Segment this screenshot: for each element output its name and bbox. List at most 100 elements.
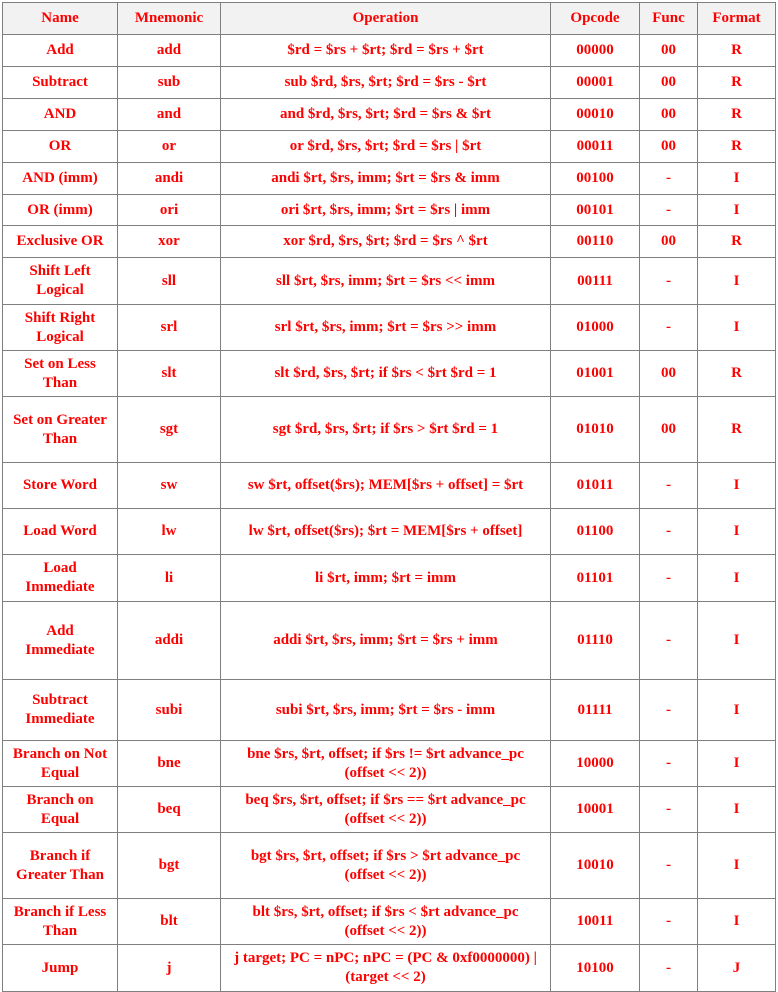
name-cell: Add xyxy=(2,34,118,67)
opcode-cell: 00011 xyxy=(550,130,640,163)
table-row: Shift Left Logical sll sll $rt, $rs, imm; … xyxy=(2,257,776,305)
name-cell: Jump xyxy=(2,944,118,992)
opcode-cell: 01000 xyxy=(550,304,640,351)
func-cell: - xyxy=(639,304,698,351)
header-func: Func xyxy=(639,2,698,35)
table-row: Jump j j target; PC = nPC; nPC = (PC & 0xf… xyxy=(2,944,776,992)
mnemonic-cell: xor xyxy=(117,225,221,258)
format-cell: R xyxy=(697,66,776,99)
table-row: AND (imm) andi andi $rt, $rs, imm; $rt = $… xyxy=(2,162,776,195)
func-cell: - xyxy=(639,194,698,226)
operation-cell: or $rd, $rs, $rt; $rd = $rs | $rt xyxy=(220,130,551,163)
table-row: OR (imm) ori ori $rt, $rs, imm; $rt = $rs … xyxy=(2,194,776,226)
func-cell: - xyxy=(639,679,698,741)
format-cell: I xyxy=(697,194,776,226)
table-row: Branch on Not Equal bne bne $rs, $rt, offs… xyxy=(2,740,776,787)
func-cell: 00 xyxy=(639,350,698,397)
name-cell: Subtract xyxy=(2,66,118,99)
mnemonic-cell: li xyxy=(117,554,221,602)
mnemonic-cell: addi xyxy=(117,601,221,680)
func-cell: 00 xyxy=(639,225,698,258)
operation-cell: bgt $rs, $rt, offset; if $rs > $rt advan… xyxy=(220,832,551,899)
table-row: Branch if Less Than blt blt $rs, $rt, offs… xyxy=(2,898,776,945)
operation-cell: blt $rs, $rt, offset; if $rs < $rt advan… xyxy=(220,898,551,945)
mnemonic-cell: sll xyxy=(117,257,221,305)
name-cell: Store Word xyxy=(2,462,118,509)
opcode-cell: 10000 xyxy=(550,740,640,787)
header-mnemonic: Mnemonic xyxy=(117,2,221,35)
func-cell: - xyxy=(639,740,698,787)
operation-cell: li $rt, imm; $rt = imm xyxy=(220,554,551,602)
func-cell: 00 xyxy=(639,130,698,163)
table-row: Load Immediate li li $rt, imm; $rt = imm 01… xyxy=(2,554,776,602)
operation-cell: ori $rt, $rs, imm; $rt = $rs | imm xyxy=(220,194,551,226)
operation-cell: $rd = $rs + $rt; $rd = $rs + $rt xyxy=(220,34,551,67)
func-cell: 00 xyxy=(639,34,698,67)
name-cell: Shift Right Logical xyxy=(2,304,118,351)
name-cell: Set on Less Than xyxy=(2,350,118,397)
func-cell: - xyxy=(639,162,698,195)
format-cell: I xyxy=(697,679,776,741)
operation-cell: bne $rs, $rt, offset; if $rs != $rt adva… xyxy=(220,740,551,787)
format-cell: R xyxy=(697,225,776,258)
operation-cell: sub $rd, $rs, $rt; $rd = $rs - $rt xyxy=(220,66,551,99)
func-cell: 00 xyxy=(639,66,698,99)
mnemonic-cell: slt xyxy=(117,350,221,397)
table-row: Load Word lw lw $rt, offset($rs); $rt = ME… xyxy=(2,508,776,555)
table-row: Set on Greater Than sgt sgt $rd, $rs, $rt;… xyxy=(2,396,776,463)
format-cell: R xyxy=(697,396,776,463)
name-cell: Shift Left Logical xyxy=(2,257,118,305)
format-cell: I xyxy=(697,462,776,509)
format-cell: J xyxy=(697,944,776,992)
name-cell: OR (imm) xyxy=(2,194,118,226)
opcode-cell: 01001 xyxy=(550,350,640,397)
table-body: Add add $rd = $rs + $rt; $rd = $rs + $rt 00… xyxy=(2,34,776,992)
operation-cell: addi $rt, $rs, imm; $rt = $rs + imm xyxy=(220,601,551,680)
header-row: Name Mnemonic Operation Opcode Func Form… xyxy=(2,2,776,35)
name-cell: Subtract Immediate xyxy=(2,679,118,741)
opcode-cell: 00000 xyxy=(550,34,640,67)
table-row: Subtract Immediate subi subi $rt, $rs, imm… xyxy=(2,679,776,741)
format-cell: I xyxy=(697,554,776,602)
operation-cell: andi $rt, $rs, imm; $rt = $rs & imm xyxy=(220,162,551,195)
opcode-cell: 01111 xyxy=(550,679,640,741)
operation-cell: j target; PC = nPC; nPC = (PC & 0xf00000… xyxy=(220,944,551,992)
table-row: Add Immediate addi addi $rt, $rs, imm; $rt… xyxy=(2,601,776,680)
mnemonic-cell: bgt xyxy=(117,832,221,899)
opcode-cell: 10011 xyxy=(550,898,640,945)
opcode-cell: 10100 xyxy=(550,944,640,992)
mnemonic-cell: ori xyxy=(117,194,221,226)
table-row: AND and and $rd, $rs, $rt; $rd = $rs & $rt… xyxy=(2,98,776,131)
format-cell: I xyxy=(697,740,776,787)
format-cell: I xyxy=(697,601,776,680)
operation-cell: subi $rt, $rs, imm; $rt = $rs - imm xyxy=(220,679,551,741)
operation-cell: sw $rt, offset($rs); MEM[$rs + offset] =… xyxy=(220,462,551,509)
mnemonic-cell: sw xyxy=(117,462,221,509)
header-name: Name xyxy=(2,2,118,35)
mnemonic-cell: add xyxy=(117,34,221,67)
table-row: Branch if Greater Than bgt bgt $rs, $rt, o… xyxy=(2,832,776,899)
opcode-cell: 00010 xyxy=(550,98,640,131)
func-cell: - xyxy=(639,257,698,305)
mnemonic-cell: subi xyxy=(117,679,221,741)
table-row: Set on Less Than slt slt $rd, $rs, $rt; if… xyxy=(2,350,776,397)
table-row: Subtract sub sub $rd, $rs, $rt; $rd = $rs … xyxy=(2,66,776,99)
name-cell: AND (imm) xyxy=(2,162,118,195)
operation-cell: lw $rt, offset($rs); $rt = MEM[$rs + off… xyxy=(220,508,551,555)
opcode-cell: 00101 xyxy=(550,194,640,226)
operation-cell: sll $rt, $rs, imm; $rt = $rs << imm xyxy=(220,257,551,305)
table-row: OR or or $rd, $rs, $rt; $rd = $rs | $rt 000… xyxy=(2,130,776,163)
func-cell: - xyxy=(639,898,698,945)
header-operation: Operation xyxy=(220,2,551,35)
opcode-cell: 10001 xyxy=(550,786,640,833)
func-cell: - xyxy=(639,601,698,680)
format-cell: R xyxy=(697,350,776,397)
func-cell: - xyxy=(639,944,698,992)
format-cell: I xyxy=(697,786,776,833)
format-cell: I xyxy=(697,304,776,351)
header-opcode: Opcode xyxy=(550,2,640,35)
name-cell: Add Immediate xyxy=(2,601,118,680)
name-cell: Exclusive OR xyxy=(2,225,118,258)
format-cell: R xyxy=(697,34,776,67)
